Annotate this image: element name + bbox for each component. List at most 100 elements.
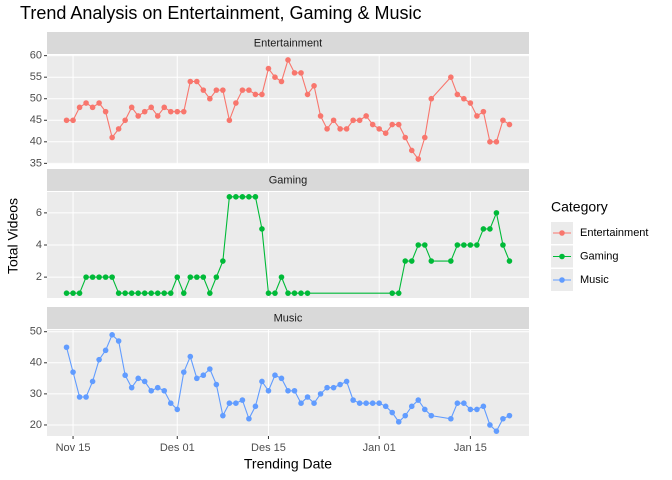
data-point xyxy=(389,409,396,416)
data-point xyxy=(141,108,148,115)
data-point xyxy=(389,121,396,128)
facet-label: Music xyxy=(274,312,303,324)
data-point xyxy=(356,400,363,407)
data-point xyxy=(96,274,102,280)
data-point xyxy=(448,258,454,264)
data-point xyxy=(428,412,435,419)
data-point xyxy=(311,400,317,407)
data-point xyxy=(252,91,259,98)
data-point xyxy=(122,117,128,124)
data-point xyxy=(265,290,272,296)
data-point xyxy=(428,95,435,102)
data-point xyxy=(89,104,96,111)
data-point xyxy=(382,403,389,410)
data-point xyxy=(70,117,76,124)
data-point xyxy=(461,242,467,248)
data-point xyxy=(285,290,291,296)
data-point xyxy=(83,394,89,400)
data-point xyxy=(493,210,500,216)
data-point xyxy=(454,91,461,98)
data-point xyxy=(89,378,96,385)
data-point xyxy=(480,108,487,115)
data-point xyxy=(480,403,487,410)
data-point xyxy=(461,95,467,102)
x-tick-label: Nov 15 xyxy=(56,442,91,454)
data-point xyxy=(239,397,246,403)
data-point xyxy=(83,274,89,280)
data-point xyxy=(298,290,304,296)
data-point xyxy=(174,108,181,115)
data-point xyxy=(500,415,506,422)
data-point xyxy=(278,274,285,280)
data-point xyxy=(382,130,389,136)
data-point xyxy=(376,400,382,407)
data-point xyxy=(200,87,207,93)
data-point xyxy=(200,274,207,280)
data-point xyxy=(161,290,168,296)
data-point xyxy=(252,403,259,410)
data-point xyxy=(298,70,304,76)
data-point xyxy=(298,400,304,407)
data-point xyxy=(448,415,454,422)
data-point xyxy=(487,422,493,428)
data-point xyxy=(337,381,343,388)
data-point xyxy=(115,338,122,344)
data-point xyxy=(506,412,513,419)
data-point xyxy=(109,274,115,280)
data-point xyxy=(259,378,265,385)
data-point xyxy=(246,87,252,93)
data-point xyxy=(265,65,272,72)
legend-label: Gaming xyxy=(580,250,619,262)
data-point xyxy=(135,290,141,296)
data-point xyxy=(474,406,480,413)
data-point xyxy=(128,104,135,111)
data-point xyxy=(70,290,76,296)
data-point xyxy=(135,113,141,119)
data-point xyxy=(207,95,213,102)
data-point xyxy=(324,384,330,391)
data-point xyxy=(135,375,141,382)
data-point xyxy=(408,403,415,410)
data-point xyxy=(187,274,194,280)
y-tick-label: 50 xyxy=(30,326,42,338)
data-point xyxy=(350,397,356,403)
facet-label: Entertainment xyxy=(254,37,322,49)
data-point xyxy=(304,91,311,98)
data-point xyxy=(63,117,70,124)
chart-title: Trend Analysis on Entertainment, Gaming … xyxy=(20,3,422,23)
data-point xyxy=(461,400,467,407)
data-point xyxy=(76,104,83,111)
y-tick-label: 2 xyxy=(36,271,42,283)
data-point xyxy=(141,290,148,296)
data-point xyxy=(493,139,500,145)
y-tick-label: 50 xyxy=(30,93,42,105)
data-point xyxy=(369,400,376,407)
x-axis-label: Trending Date xyxy=(244,456,332,472)
x-tick-label: Des 15 xyxy=(251,442,286,454)
data-point xyxy=(220,258,226,264)
data-point xyxy=(167,108,174,115)
data-point xyxy=(83,100,89,106)
data-point xyxy=(148,104,155,111)
facet-strip xyxy=(47,169,529,191)
y-tick-label: 55 xyxy=(30,71,42,83)
data-point xyxy=(233,400,239,407)
data-point xyxy=(174,406,181,413)
data-point xyxy=(356,117,363,124)
data-point xyxy=(421,406,428,413)
data-point xyxy=(102,274,109,280)
data-point xyxy=(402,258,409,264)
data-point xyxy=(421,134,428,141)
data-point xyxy=(408,258,415,264)
data-point xyxy=(194,375,200,382)
data-point xyxy=(369,121,376,128)
data-point xyxy=(428,258,435,264)
data-point xyxy=(70,369,76,375)
facet-label: Gaming xyxy=(269,174,308,186)
data-point xyxy=(408,147,415,154)
data-point xyxy=(167,400,174,407)
data-point xyxy=(311,83,317,89)
data-point xyxy=(343,378,350,385)
legend-point xyxy=(559,253,565,260)
data-point xyxy=(220,87,226,93)
